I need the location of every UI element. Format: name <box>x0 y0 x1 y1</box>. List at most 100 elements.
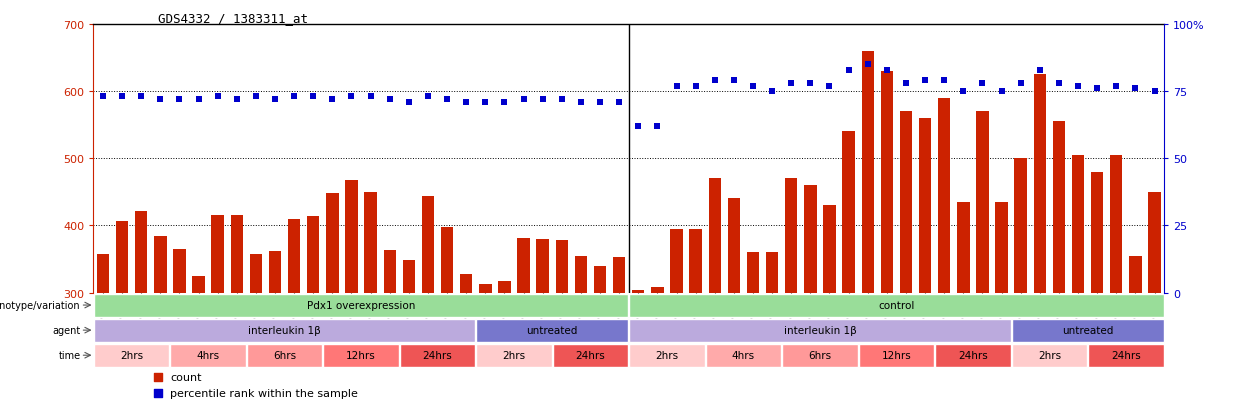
Point <box>686 83 706 90</box>
Point <box>265 97 285 103</box>
Bar <box>823 206 835 413</box>
Text: count: count <box>171 372 202 382</box>
Text: 12hrs: 12hrs <box>346 350 376 360</box>
Bar <box>192 276 204 413</box>
Point <box>839 67 859 74</box>
Bar <box>1053 122 1066 413</box>
Text: 2hrs: 2hrs <box>1038 350 1061 360</box>
Bar <box>594 266 606 413</box>
Bar <box>804 185 817 413</box>
Text: 6hrs: 6hrs <box>808 350 832 360</box>
Point <box>858 62 878 68</box>
Bar <box>859 344 934 367</box>
Bar <box>629 344 705 367</box>
Bar <box>1091 172 1103 413</box>
Bar <box>708 179 721 413</box>
Bar <box>843 132 855 413</box>
Bar <box>632 291 645 413</box>
Point <box>361 94 381 100</box>
Point <box>629 123 649 130</box>
Point <box>341 94 361 100</box>
Bar <box>976 112 989 413</box>
Bar <box>326 194 339 413</box>
Point <box>169 97 189 103</box>
Bar <box>575 256 588 413</box>
Point <box>1050 81 1069 87</box>
Bar <box>479 285 492 413</box>
Point <box>552 97 571 103</box>
Bar <box>247 344 322 367</box>
Bar <box>422 196 435 413</box>
Point <box>151 97 171 103</box>
Bar <box>919 119 931 413</box>
Text: Pdx1 overexpression: Pdx1 overexpression <box>306 300 416 310</box>
Bar <box>365 193 377 413</box>
Bar <box>1033 75 1046 413</box>
Point <box>609 99 629 106</box>
Text: control: control <box>878 300 915 310</box>
Point <box>1125 86 1145 93</box>
Bar <box>441 228 453 413</box>
Point <box>782 81 802 87</box>
Point <box>131 94 151 100</box>
Point <box>322 97 342 103</box>
Point <box>398 99 418 106</box>
Text: interleukin 1β: interleukin 1β <box>248 325 321 335</box>
Point <box>533 97 553 103</box>
Text: 4hrs: 4hrs <box>197 350 219 360</box>
Bar <box>690 229 702 413</box>
Bar <box>93 294 629 317</box>
Bar <box>476 319 629 342</box>
Bar <box>727 199 740 413</box>
Bar <box>537 239 549 413</box>
Text: 6hrs: 6hrs <box>273 350 296 360</box>
Point <box>954 88 974 95</box>
Bar <box>1148 192 1160 413</box>
Point <box>972 81 992 87</box>
Text: percentile rank within the sample: percentile rank within the sample <box>171 388 359 399</box>
Bar <box>880 72 893 413</box>
Point <box>476 99 496 106</box>
Bar <box>935 344 1011 367</box>
Point <box>1203 316 1223 322</box>
Point <box>705 78 725 84</box>
Point <box>208 94 228 100</box>
Bar <box>1111 155 1123 413</box>
Bar <box>173 249 186 413</box>
Text: 24hrs: 24hrs <box>957 350 987 360</box>
Bar <box>957 202 970 413</box>
Bar <box>400 344 476 367</box>
Bar <box>93 344 169 367</box>
Point <box>93 94 113 100</box>
Bar <box>706 344 782 367</box>
Text: time: time <box>59 350 81 360</box>
Text: agent: agent <box>52 325 81 335</box>
Point <box>743 83 763 90</box>
Bar <box>250 254 263 413</box>
Bar <box>134 212 147 413</box>
Bar <box>651 287 664 413</box>
Bar <box>747 253 759 413</box>
Bar <box>212 215 224 413</box>
Point <box>1144 88 1164 95</box>
Bar <box>1088 344 1164 367</box>
Point <box>1087 86 1107 93</box>
Bar <box>476 344 552 367</box>
Text: interleukin 1β: interleukin 1β <box>783 325 857 335</box>
Bar <box>629 294 1164 317</box>
Point <box>876 67 896 74</box>
Bar <box>782 344 858 367</box>
Point <box>590 99 610 106</box>
Text: genotype/variation: genotype/variation <box>0 300 81 310</box>
Bar <box>555 240 568 413</box>
Bar <box>553 344 629 367</box>
Point <box>112 94 132 100</box>
Point <box>284 94 304 100</box>
Text: 2hrs: 2hrs <box>503 350 525 360</box>
Point <box>456 99 476 106</box>
Bar <box>93 319 476 342</box>
Bar <box>1129 256 1142 413</box>
Point <box>227 97 247 103</box>
Point <box>1203 166 1223 173</box>
Point <box>418 94 438 100</box>
